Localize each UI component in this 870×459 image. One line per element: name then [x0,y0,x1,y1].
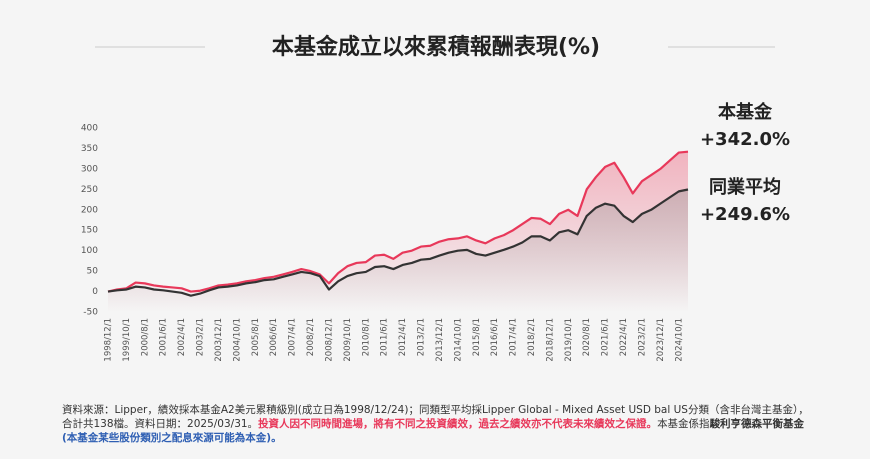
footnote-part: 資料來源：Lipper，績效採本基金A2美元累積級別(成立日為1998/12/2… [62,404,809,430]
footnote-part: 本基金係指 [657,418,710,430]
x-tick-label: 2022/4/1 [619,318,629,356]
chart-title: 本基金成立以來累積報酬表現(%) [272,34,600,60]
x-tick-label: 2018/12/1 [545,318,555,362]
y-tick-label: 150 [81,226,98,236]
x-tick-label: 2004/10/1 [232,318,242,362]
series-line [107,150,689,293]
y-tick-label: 300 [81,164,98,174]
x-tick-label: 2013/12/1 [435,318,445,362]
x-tick-label: 2023/12/1 [656,318,666,362]
y-tick-label: -50 [83,308,98,318]
y-tick-label: 200 [81,205,98,215]
end-label: +342.0% [700,129,790,150]
footnote: 資料來源：Lipper，績效採本基金A2美元累積級別(成立日為1998/12/2… [62,403,812,445]
x-tick-label: 2024/10/1 [674,318,684,362]
y-tick-label: 250 [81,185,98,195]
x-tick-label: 2010/8/1 [361,318,371,356]
x-tick-label: 2015/8/1 [472,318,482,356]
legend-label: 本基金 [718,101,773,123]
series-line [107,188,689,297]
x-tick-label: 1999/10/1 [122,318,132,362]
x-tick-label: 2000/8/1 [140,318,150,356]
footnote-part: 駿利亨德森平衡基金 [709,418,805,430]
x-tick-label: 2006/6/1 [269,318,279,356]
x-tick-label: 2018/2/1 [527,318,537,356]
x-tick-label: 2008/2/1 [306,318,316,356]
x-tick-label: 2003/12/1 [214,318,224,362]
x-tick-label: 2017/4/1 [509,318,519,356]
x-tick-label: 2002/4/1 [177,318,187,356]
end-label: +249.6% [700,204,790,225]
x-tick-label: 2019/10/1 [564,318,574,362]
x-tick-label: 2001/6/1 [159,318,169,356]
x-tick-label: 2011/6/1 [380,318,390,356]
y-tick-label: 50 [87,267,99,277]
footnote-part: 投資人因不同時間進場，將有不同之投資績效，過去之績效亦不代表未來績效之保證。 [258,418,658,430]
x-tick-label: 2020/8/1 [582,318,592,356]
chart: 本基金成立以來累積報酬表現(%) -50 0 50 100 150 200 250 300 35… [81,34,790,362]
x-tick-label: 2007/4/1 [288,318,298,356]
x-tick-label: 1998/12/1 [104,318,114,362]
y-tick-label: 100 [81,246,98,256]
x-tick-label: 2005/8/1 [251,318,261,356]
legend-label: 同業平均 [709,176,781,198]
x-tick-label: 2023/2/1 [637,318,647,356]
x-tick-label: 2003/2/1 [196,318,206,356]
y-tick-label: 350 [81,144,98,154]
x-tick-label: 2013/2/1 [417,318,427,356]
x-tick-label: 2012/4/1 [398,318,408,356]
area [108,189,688,312]
x-tick-label: 2021/6/1 [601,318,611,356]
x-tick-label: 2016/6/1 [490,318,500,356]
y-tick-label: 400 [81,124,98,134]
x-tick-label: 2009/10/1 [343,318,353,362]
x-tick-label: 2014/10/1 [453,318,463,362]
y-tick-label: 0 [92,287,98,297]
footnote-part: (本基金某些股份類別之配息來源可能為本金)。 [62,432,282,444]
x-tick-label: 2008/12/1 [324,318,334,362]
